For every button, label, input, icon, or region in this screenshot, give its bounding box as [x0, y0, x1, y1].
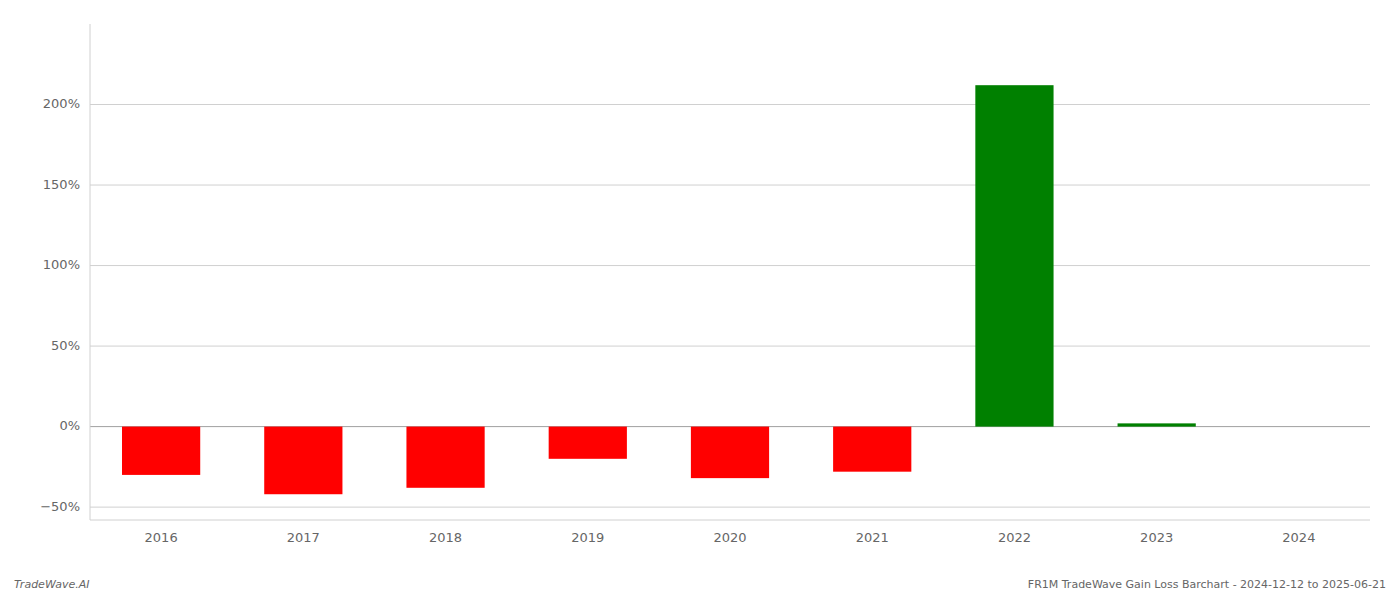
x-axis-line [90, 520, 1370, 521]
bar [833, 427, 911, 472]
bars [122, 85, 1196, 494]
bar [975, 85, 1053, 426]
grid-line [90, 104, 1370, 105]
bar [122, 427, 200, 475]
footer-text: FR1M TradeWave Gain Loss Barchart - 2024… [1028, 578, 1386, 591]
x-tick-label: 2024 [1282, 530, 1315, 545]
y-tick-label: −50% [40, 499, 80, 514]
x-tick-label: 2019 [571, 530, 604, 545]
chart-container: −50% 0% 50% 100% 150% 200% 2016 2017 2018 2019 202… [0, 0, 1400, 600]
x-tick-label: 2018 [429, 530, 462, 545]
x-tick-label: 2016 [145, 530, 178, 545]
bar [691, 427, 769, 479]
bar [406, 427, 484, 488]
bar [1118, 423, 1196, 426]
bar [549, 427, 627, 459]
x-tick-label: 2022 [998, 530, 1031, 545]
x-tick-label: 2021 [856, 530, 889, 545]
x-tick-label: 2017 [287, 530, 320, 545]
x-tick-label: 2023 [1140, 530, 1173, 545]
y-tick-label: 100% [43, 257, 80, 272]
x-tick-label: 2020 [713, 530, 746, 545]
grid-line [90, 346, 1370, 347]
grid-line [90, 185, 1370, 186]
chart-svg: −50% 0% 50% 100% 150% 200% 2016 2017 2018 2019 202… [0, 0, 1400, 600]
y-tick-label: 50% [51, 338, 80, 353]
bar [1260, 426, 1338, 427]
grid-line [90, 265, 1370, 266]
y-tick-label: 200% [43, 96, 80, 111]
grid-line [90, 507, 1370, 508]
bar [264, 427, 342, 495]
y-tick-label: 0% [59, 418, 80, 433]
grid [90, 105, 1370, 508]
y-tick-label: 150% [43, 177, 80, 192]
footer-text: TradeWave.AI [14, 578, 89, 591]
y-axis-line [90, 24, 91, 520]
